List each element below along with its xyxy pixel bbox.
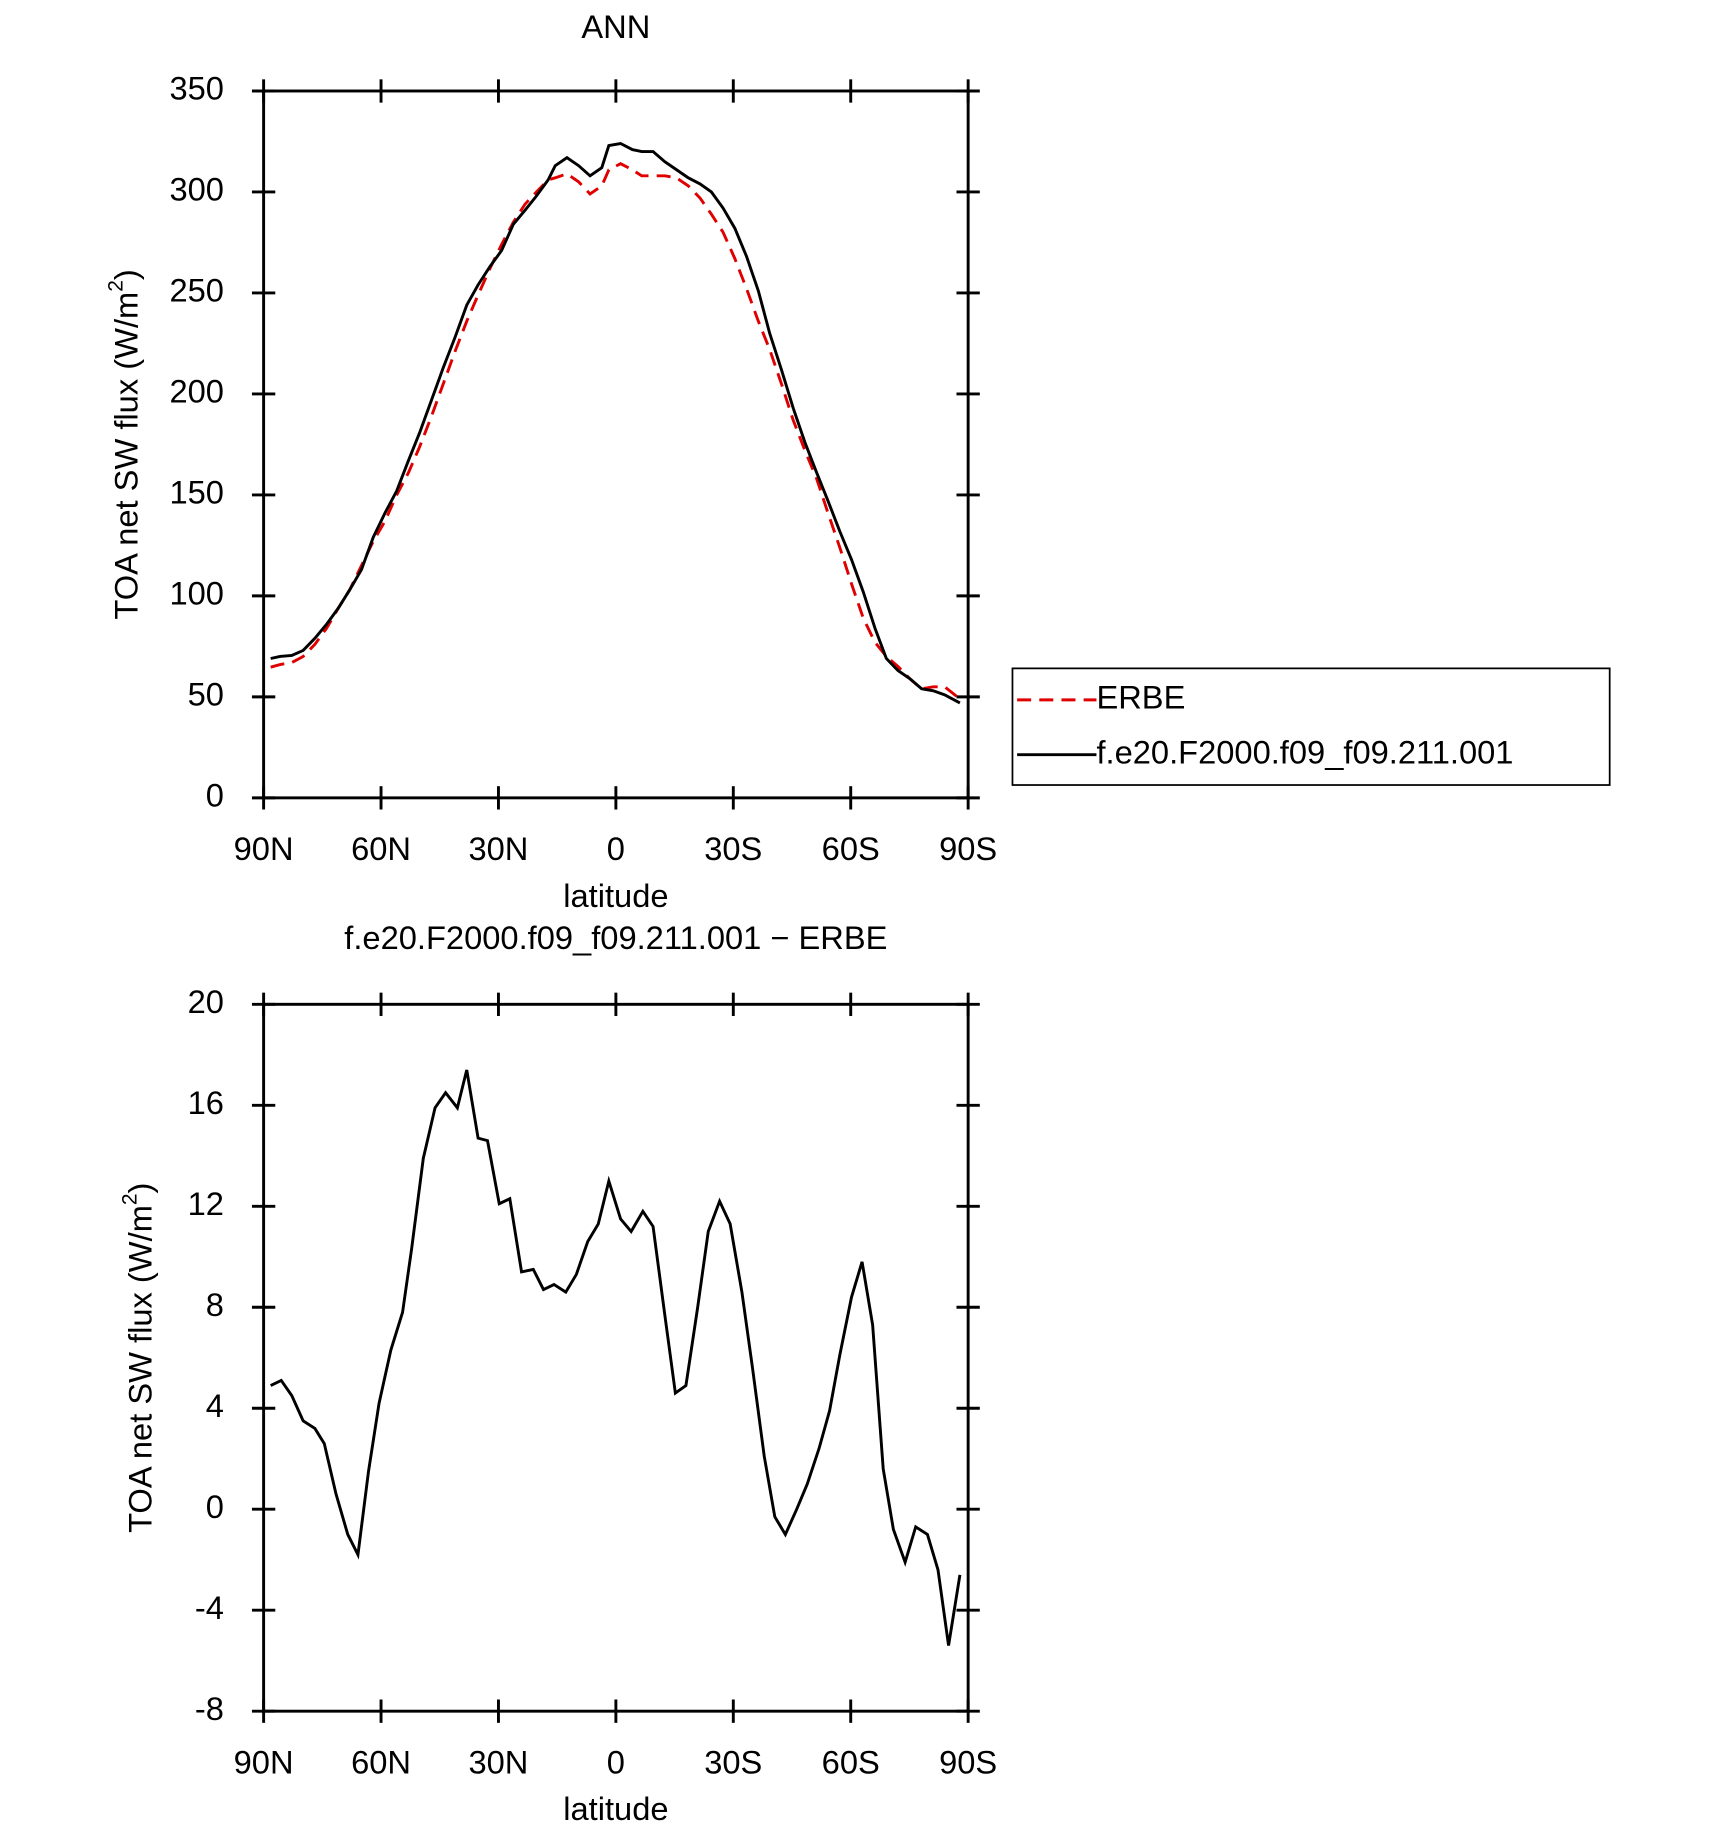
y-tick-label: 150: [169, 474, 224, 511]
legend-label: f.e20.F2000.f09_f09.211.001: [1096, 733, 1513, 770]
legend-box: [1011, 667, 1611, 786]
y-tick-label: 0: [206, 776, 224, 813]
y-tick-label: -8: [195, 1690, 224, 1727]
y-tick-label: 350: [169, 70, 224, 107]
y-tick-label: 8: [206, 1286, 224, 1323]
x-axis-label: latitude: [563, 1790, 668, 1822]
y-tick-label: 12: [188, 1185, 224, 1222]
y-tick-label: 250: [169, 272, 224, 309]
plot-frame: [262, 1002, 970, 1713]
x-tick-label: 30N: [468, 830, 528, 867]
y-tick-label: 300: [169, 171, 224, 208]
x-tick-label: 30S: [704, 830, 762, 867]
x-axis-label: latitude: [563, 877, 668, 914]
y-axis-label: TOA net SW flux (W/m2): [118, 1183, 158, 1533]
y-tick-label: 4: [206, 1387, 224, 1424]
y-tick-label: 16: [188, 1084, 224, 1121]
chart-title: ANN: [581, 8, 650, 45]
x-tick-label: 90N: [234, 1743, 294, 1780]
x-tick-label: 90S: [939, 1743, 997, 1780]
x-tick-label: 90S: [939, 830, 997, 867]
chart-title: f.e20.F2000.f09_f09.211.001 − ERBE: [344, 919, 887, 956]
y-tick-label: 0: [206, 1488, 224, 1525]
legend-label: ERBE: [1096, 678, 1185, 715]
plot-frame: [262, 89, 970, 800]
y-tick-label: -4: [195, 1589, 224, 1626]
y-tick-label: 200: [169, 373, 224, 410]
x-tick-label: 30N: [468, 1743, 528, 1780]
x-tick-label: 0: [607, 1743, 625, 1780]
data-line: [270, 1069, 962, 1646]
y-tick-label: 100: [169, 575, 224, 612]
y-axis-label: TOA net SW flux (W/m2): [104, 269, 144, 619]
y-tick-label: 20: [188, 983, 224, 1020]
data-line: [270, 141, 961, 705]
y-tick-label: 50: [188, 676, 224, 713]
x-tick-label: 60S: [822, 830, 880, 867]
x-tick-label: 60S: [822, 1743, 880, 1780]
x-tick-label: 60N: [351, 1743, 411, 1780]
x-tick-label: 60N: [351, 830, 411, 867]
x-tick-label: 0: [607, 830, 625, 867]
x-tick-label: 90N: [234, 830, 294, 867]
x-tick-label: 30S: [704, 1743, 762, 1780]
data-line: [270, 162, 961, 701]
